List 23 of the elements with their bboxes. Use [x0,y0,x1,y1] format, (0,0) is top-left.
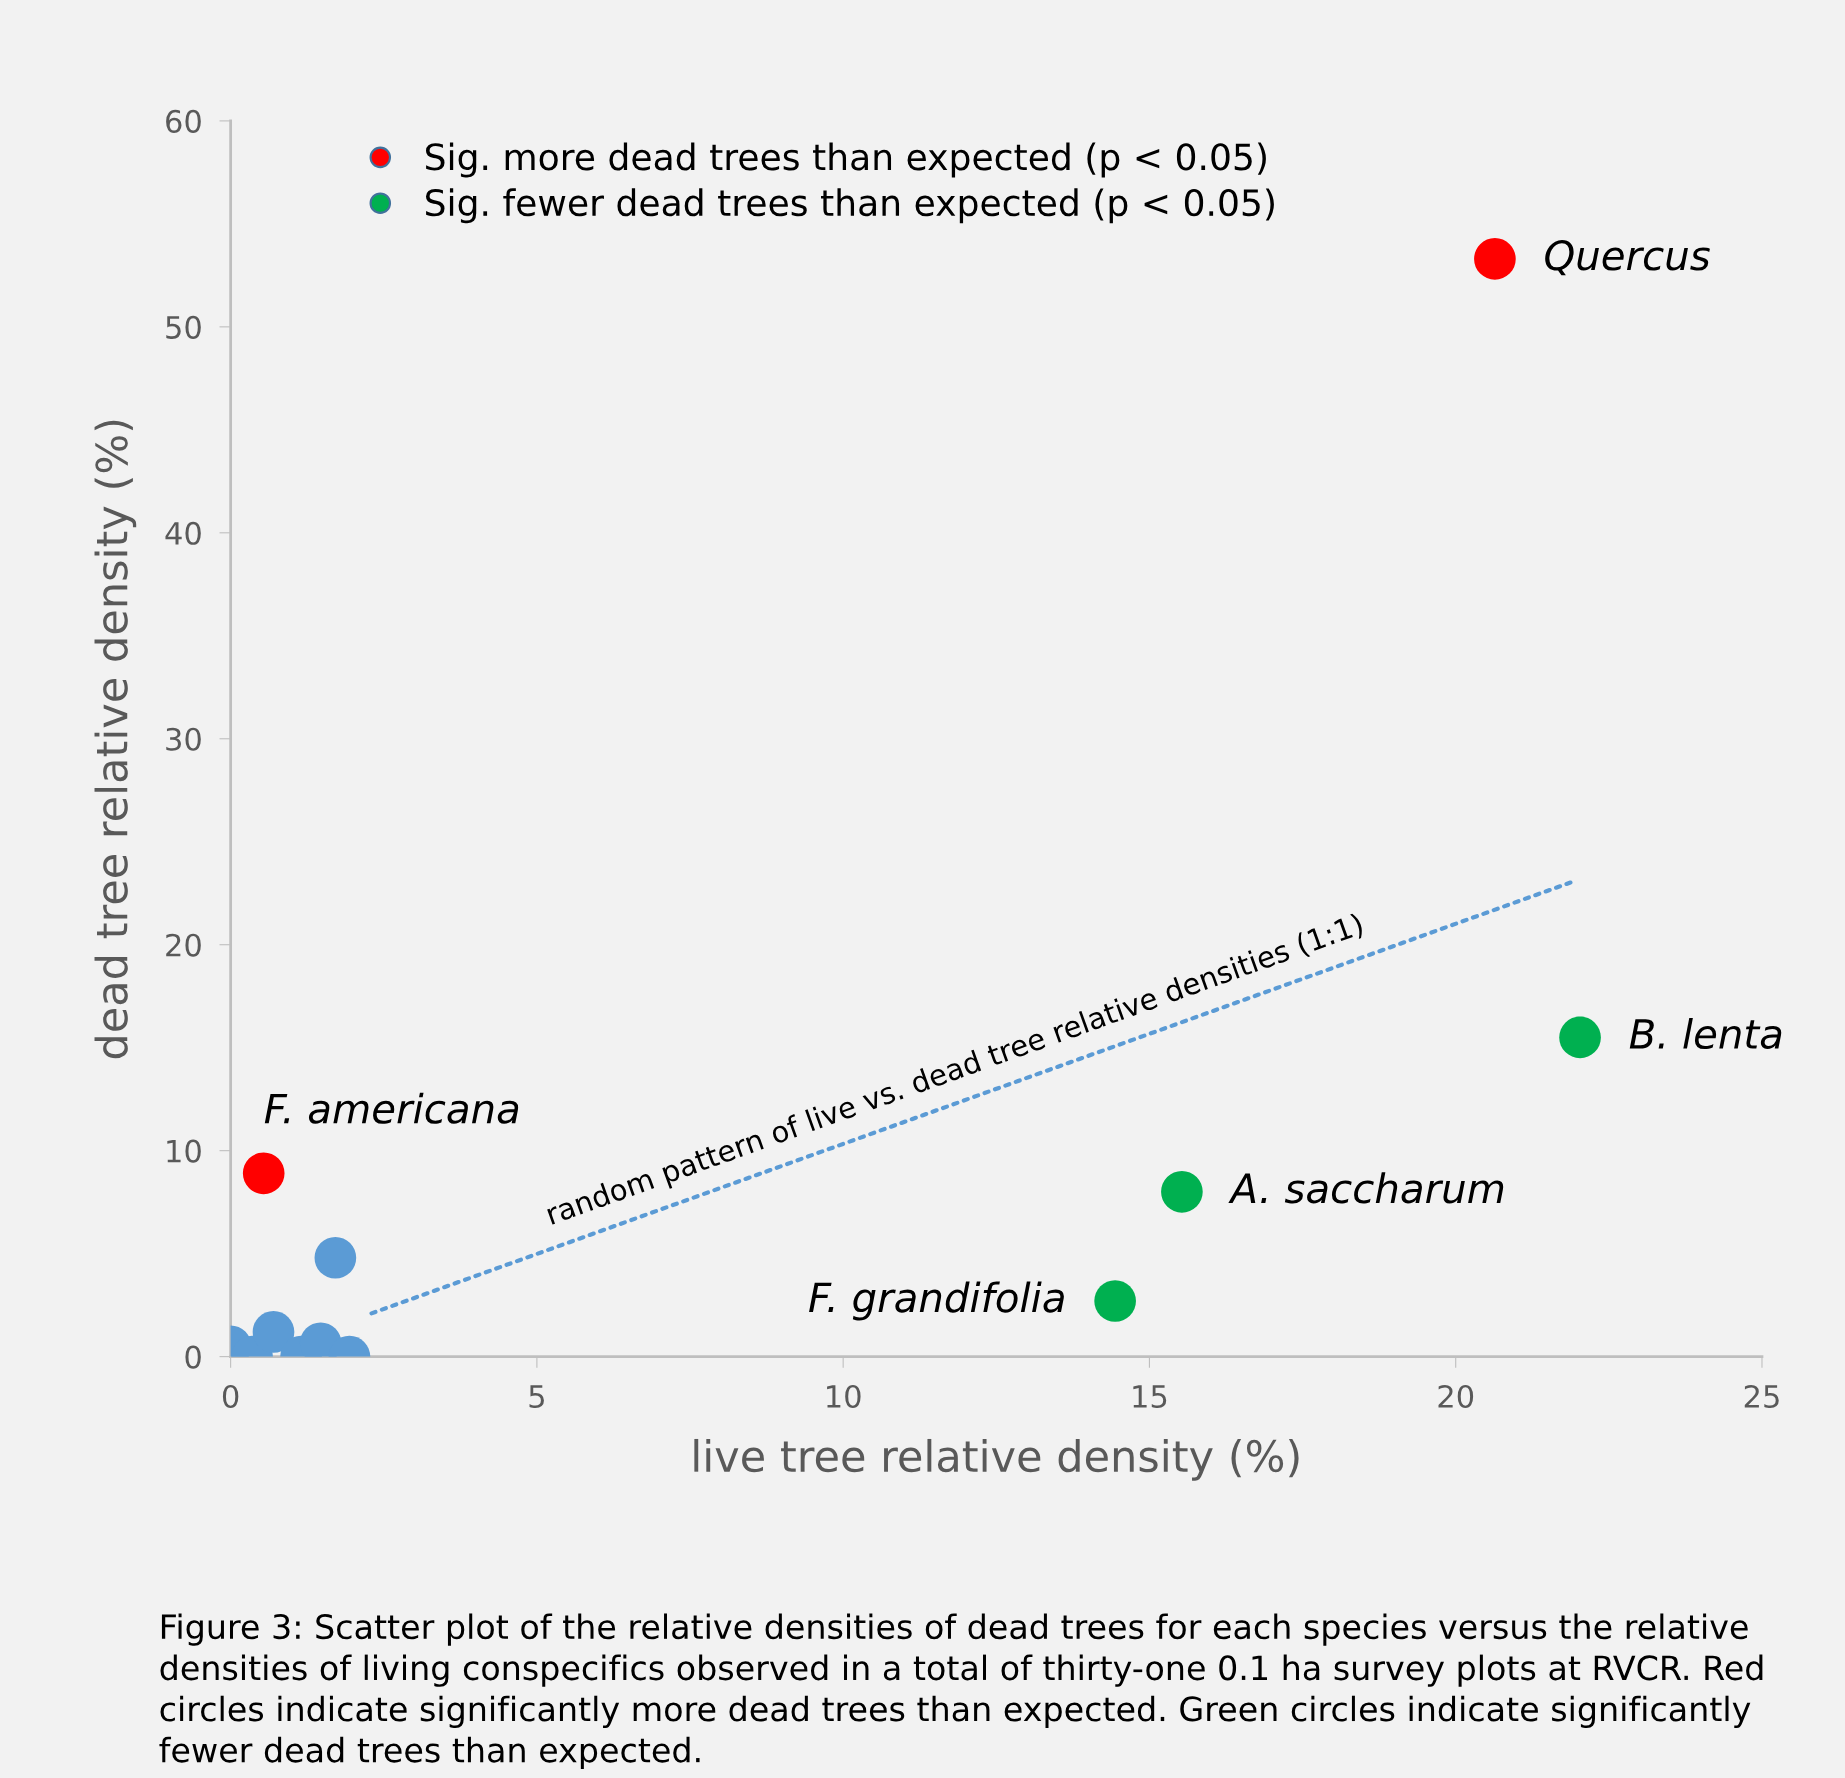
annotation: B. lenta [1629,1017,1782,1050]
annotation: F. americana [264,1092,519,1124]
y-tick-label: 50 [166,315,201,339]
x-tick-label: 20 [1438,1384,1474,1409]
y-tick-label: 0 [185,1345,201,1369]
y-tick-label: 40 [165,521,201,545]
annotation: Quercus [1545,240,1710,276]
annotation: F. grandifolia [809,1281,1064,1321]
y-tick-label: 60 [166,109,201,133]
y-tick-label: 30 [166,727,201,751]
x-tick-label: 5 [529,1385,544,1409]
legend-label: Sig. fewer dead trees than expected (p < 0.05) [426,188,1274,224]
legend-label: Sig. more dead trees than expected (p < 0.05) [426,142,1266,178]
y-tick-label: 20 [166,933,201,957]
x-tick-label: 25 [1744,1384,1779,1409]
y-axis-title: dead tree relative density (%) [94,420,137,1059]
caption: Figure 3: Scatter plot of the relative densities of dead trees for each species versus the relative densities of living conspecifics observed in a total of thirty-one 0.1 ha survey plots at RVCR. Red circles indicate significantly more dead trees than expected. Green circles indicate significantly fewer dead trees than expected. [159,1613,1763,1770]
x-tick-label: 15 [1133,1385,1167,1409]
x-tick-label: 0 [222,1384,239,1409]
x-tick-label: 10 [827,1384,861,1409]
annotation: A. saccharum [1228,1172,1504,1204]
x-axis-title: live tree relative density (%) [694,1438,1299,1481]
y-tick-label: 10 [167,1139,201,1163]
